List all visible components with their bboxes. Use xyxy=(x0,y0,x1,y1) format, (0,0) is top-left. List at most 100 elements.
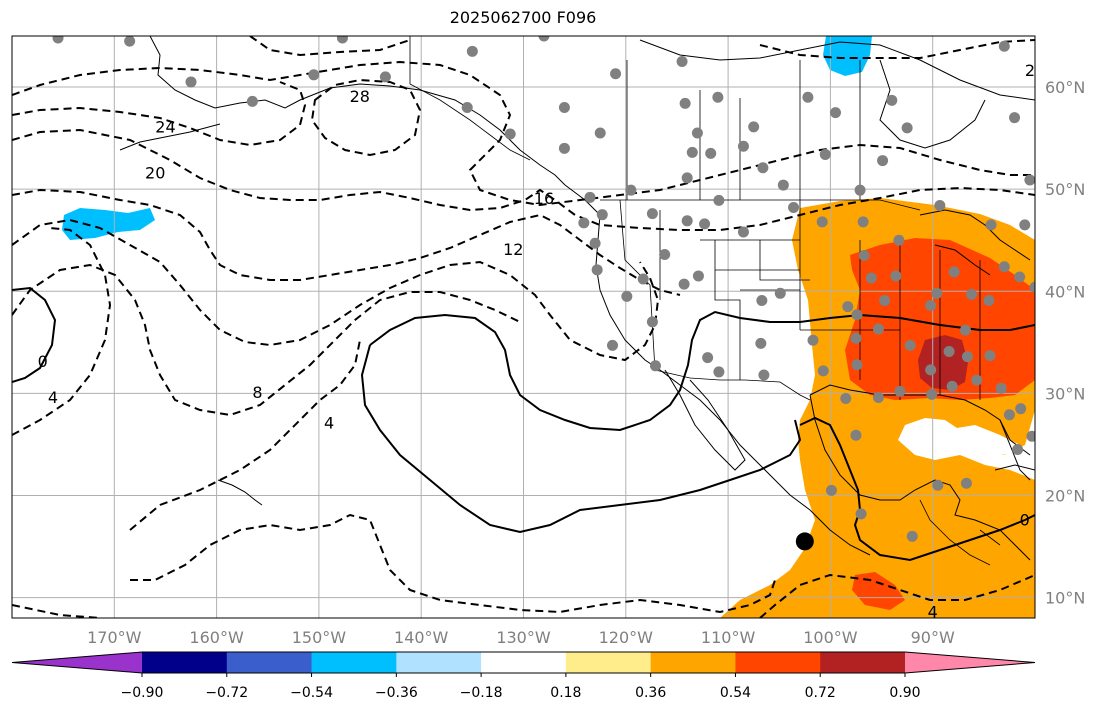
longitude-tick-label: 140°W xyxy=(394,628,449,647)
station-marker xyxy=(961,351,973,363)
colorbar-tick-label: −0.18 xyxy=(460,685,503,701)
station-marker xyxy=(584,191,596,203)
longitude-ticks: 170°W 160°W 150°W 140°W 130°W 120°W 110°W 100°W… xyxy=(87,628,955,647)
coastline-cuba xyxy=(994,464,1035,471)
station-marker xyxy=(925,364,937,376)
station-marker xyxy=(679,97,691,109)
colorbar-tick-label: −0.72 xyxy=(205,685,248,701)
longitude-tick-label: 120°W xyxy=(599,628,654,647)
colorbar-tick-label: 0.54 xyxy=(720,685,751,701)
station-marker xyxy=(246,95,258,107)
station-marker xyxy=(713,366,725,378)
station-marker xyxy=(1024,174,1035,186)
station-marker xyxy=(906,530,918,542)
station-marker xyxy=(850,332,862,344)
contour-label: 24 xyxy=(155,117,175,136)
contour-4-south xyxy=(130,513,776,614)
station-marker xyxy=(816,216,828,228)
station-marker xyxy=(830,107,842,119)
longitude-tick-label: 130°W xyxy=(496,628,551,647)
colorbar-bin xyxy=(735,652,821,673)
station-marker xyxy=(538,36,550,42)
station-marker xyxy=(461,101,473,113)
colorbar-bin xyxy=(820,652,906,673)
station-marker xyxy=(1026,430,1035,442)
station-marker xyxy=(1029,281,1035,293)
station-marker xyxy=(1015,403,1027,415)
contour-label: 0 xyxy=(38,352,48,371)
colorbar: −0.90 −0.72 −0.54 −0.36 −0.18 0.18 0.36 0.54 0.7… xyxy=(11,651,1036,701)
colorbar-bin xyxy=(565,652,652,673)
station-marker xyxy=(504,128,516,140)
station-marker xyxy=(758,369,770,381)
station-marker xyxy=(737,226,749,238)
station-marker xyxy=(625,184,637,196)
contour-4-bottom xyxy=(12,604,101,618)
station-marker xyxy=(681,215,693,227)
station-marker xyxy=(995,382,1007,394)
contour-28-east xyxy=(759,39,1035,59)
longitude-tick-label: 150°W xyxy=(292,628,347,647)
contours-dashed xyxy=(12,36,1035,618)
contour-label: 4 xyxy=(928,602,938,621)
station-marker xyxy=(858,250,870,262)
contour-24 xyxy=(12,60,1035,207)
longitude-tick-label: 100°W xyxy=(803,628,858,647)
coastline-aleutians xyxy=(119,123,221,151)
contour-label: 4 xyxy=(324,414,334,433)
station-marker xyxy=(692,270,704,282)
station-marker xyxy=(737,140,749,152)
station-marker xyxy=(971,374,983,386)
station-marker xyxy=(681,172,693,184)
station-marker xyxy=(840,392,852,404)
longitude-tick-label: 90°W xyxy=(911,628,955,647)
station-marker xyxy=(998,261,1010,273)
contour-0-mexico xyxy=(799,416,1035,562)
colorbar-tick-label: 0.90 xyxy=(889,685,920,701)
colorbar-bin xyxy=(311,652,397,673)
station-marker xyxy=(998,40,1010,52)
station-marker xyxy=(591,264,603,276)
station-marker xyxy=(1019,219,1031,231)
station-marker xyxy=(872,391,884,403)
coastline-canada-north xyxy=(639,39,1035,101)
station-marker xyxy=(934,199,946,211)
station-marker xyxy=(1009,112,1021,124)
station-marker xyxy=(578,217,590,229)
orange-field-mexico xyxy=(830,415,1010,580)
station-marker xyxy=(756,294,768,306)
latitude-tick-label: 10°N xyxy=(1045,589,1085,608)
colorbar-bin xyxy=(226,652,313,673)
colorbar-tick-label: 0.36 xyxy=(635,685,666,701)
contour-0-loop xyxy=(360,344,802,534)
latitude-tick-label: 50°N xyxy=(1045,180,1085,199)
coastline-mexico-east xyxy=(809,394,1031,561)
station-marker xyxy=(1040,247,1051,258)
colorbar-bin xyxy=(481,652,567,673)
map-frame xyxy=(11,35,1036,619)
station-marker xyxy=(819,148,831,160)
colorbar-tick-label: −0.90 xyxy=(121,685,164,701)
station-marker xyxy=(1012,444,1024,456)
station-marker xyxy=(646,208,658,220)
station-marker xyxy=(1003,409,1015,421)
contour-4-east xyxy=(759,573,1035,618)
border-us-mexico xyxy=(654,369,811,401)
station-marker xyxy=(893,234,905,246)
station-marker xyxy=(52,36,64,44)
contour-label: 20 xyxy=(145,163,165,182)
contour-28-alaska xyxy=(310,78,422,157)
station-marker xyxy=(336,36,348,44)
latitude-ticks: 10°N 20°N 30°N 40°N 50°N 60°N xyxy=(1045,78,1085,608)
station-marker xyxy=(890,270,902,282)
contour-0-center xyxy=(369,310,1035,432)
station-marker xyxy=(702,352,714,364)
station-marker xyxy=(755,337,767,349)
station-marker xyxy=(931,287,943,299)
coastline-great-lakes xyxy=(919,209,1031,276)
station-marker xyxy=(825,484,837,496)
station-marker xyxy=(466,45,478,57)
colorbar-tick-label: 0.18 xyxy=(550,685,581,701)
